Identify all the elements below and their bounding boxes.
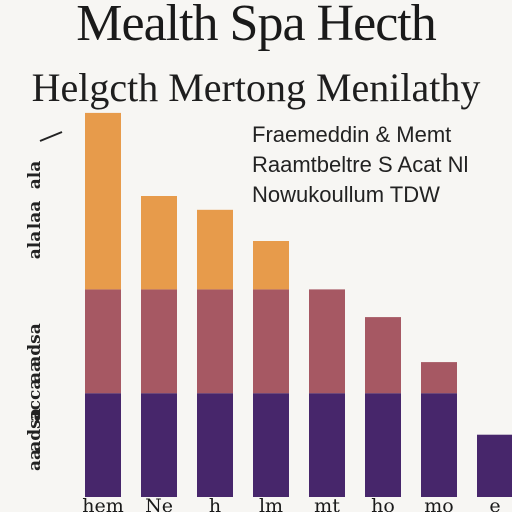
bar-segment-8-1 — [477, 434, 512, 497]
bar-segment-4-2 — [253, 289, 289, 394]
bar-segment-5-2 — [309, 289, 345, 394]
y-tick-label-5: aa — [25, 361, 45, 383]
bar-segment-1-1 — [85, 393, 121, 497]
bar-segment-6-1 — [365, 393, 401, 497]
legend: Fraemeddin & Memt Raamtbeltre S Acat Nl … — [252, 120, 502, 210]
bar-segment-7-1 — [421, 393, 457, 497]
x-tick-label-3: h — [209, 495, 221, 512]
y-tick-label-1: ala — [25, 161, 45, 190]
x-tick-label-8: e — [489, 495, 500, 512]
bar-segment-3-1 — [197, 393, 233, 497]
legend-entry-2: Raamtbeltre S Acat Nl — [252, 152, 469, 177]
y-tick-label-7: adsa — [25, 408, 45, 452]
x-tick-label-2: Ne — [145, 495, 173, 512]
x-tick-label-5: mt — [314, 495, 340, 512]
bar-segment-1-3 — [85, 112, 121, 290]
bar-segment-3-3 — [197, 209, 233, 290]
x-tick-label-4: lm — [259, 495, 283, 512]
bar-segment-2-3 — [141, 196, 177, 290]
chart-title: Mealth Spa Hecth — [76, 0, 436, 52]
bar-segment-4-1 — [253, 393, 289, 497]
bar-segment-2-1 — [141, 393, 177, 497]
legend-entry-3: Nowukoullum TDW — [252, 182, 440, 207]
y-tick-label-4: adsa — [25, 323, 45, 367]
legend-entry-1: Fraemeddin & Memt — [252, 122, 452, 147]
x-tick-label-6: ho — [371, 495, 395, 512]
y-tick-label-2: laa — [25, 201, 45, 230]
chart-subtitle: Helgcth Mertong Menilathy — [31, 65, 481, 110]
bar-segment-3-2 — [197, 289, 233, 394]
bar-segment-6-2 — [365, 317, 401, 394]
bar-segment-7-2 — [421, 362, 457, 394]
bar-segment-4-3 — [253, 241, 289, 290]
x-tick-label-7: mo — [424, 495, 453, 512]
y-tick-label-8: aa — [25, 449, 45, 471]
y-tick-label-3: ala — [25, 231, 45, 260]
bar-segment-2-2 — [141, 289, 177, 394]
y-tick-label-6: acca — [25, 379, 45, 422]
x-tick-label-1: hem — [82, 495, 124, 512]
y-axis-mark — [39, 131, 63, 142]
bar-segment-5-1 — [309, 393, 345, 497]
bar-segment-1-2 — [85, 289, 121, 394]
